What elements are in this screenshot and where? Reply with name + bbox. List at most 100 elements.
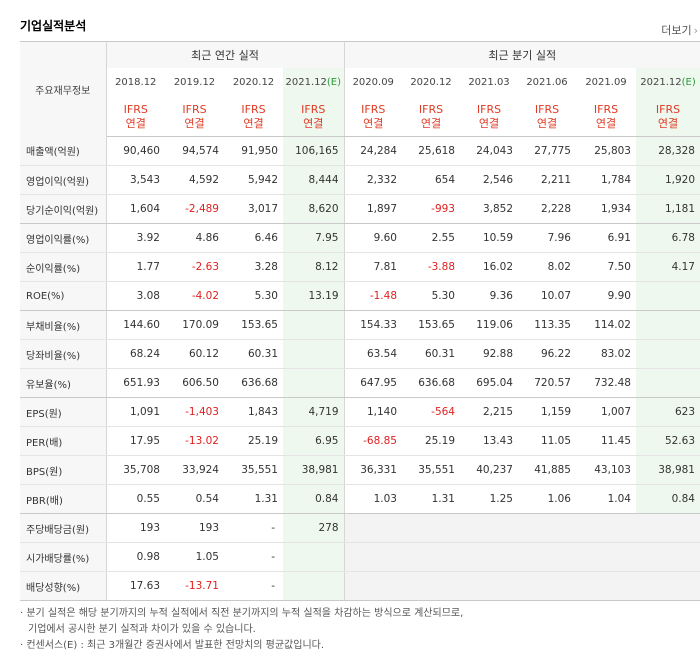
table-cell: 6.46 — [224, 223, 283, 253]
table-cell: 3.92 — [106, 223, 165, 253]
table-cell: 63.54 — [344, 339, 402, 369]
table-cell: 654 — [402, 165, 460, 195]
standard-ifrs: IFRS — [655, 102, 681, 116]
table-cell: 113.35 — [518, 310, 576, 340]
table-cell — [283, 368, 345, 398]
table-cell: 25.19 — [224, 426, 283, 456]
table-cell: 106,165 — [283, 136, 345, 166]
table-cell: 4.17 — [636, 252, 700, 282]
table-cell: 5.30 — [224, 281, 283, 311]
table-cell — [518, 513, 576, 543]
table-cell: 83.02 — [576, 339, 636, 369]
table-cell: 52.63 — [636, 426, 700, 456]
period-header: 2018.12 — [106, 68, 165, 97]
table-cell: -3.88 — [402, 252, 460, 282]
table-cell: -13.71 — [165, 571, 224, 601]
table-cell — [402, 542, 460, 572]
table-cell: 25,618 — [402, 136, 460, 166]
table-cell: 2,215 — [460, 397, 518, 427]
table-cell: 17.63 — [106, 571, 165, 601]
table-cell: -2.63 — [165, 252, 224, 282]
table-cell — [460, 542, 518, 572]
standard-consolidated: 연결 — [303, 116, 324, 130]
table-cell: 1.03 — [344, 484, 402, 514]
table-cell: 2.55 — [402, 223, 460, 253]
table-row: 매출액(억원) 90,460 94,574 91,950 106,165 24,284 25… — [20, 136, 700, 166]
table-cell: 60.12 — [165, 339, 224, 369]
period-label: 2019.12 — [173, 77, 216, 88]
table-cell: - — [224, 571, 283, 601]
table-row: 유보율(%) 651.93 606.50 636.68 647.95 636.68 695.… — [20, 368, 700, 398]
table-cell: 5.30 — [402, 281, 460, 311]
table-cell: 114.02 — [576, 310, 636, 340]
table-row: 당기순이익(억원) 1,604 -2,489 3,017 8,620 1,897 -993 3… — [20, 194, 700, 224]
table-cell: 10.07 — [518, 281, 576, 311]
row-label: 시가배당률(%) — [20, 542, 107, 572]
table-cell: 11.05 — [518, 426, 576, 456]
table-cell: 144.60 — [106, 310, 165, 340]
table-cell — [460, 513, 518, 543]
table-cell: 90,460 — [106, 136, 165, 166]
table-cell: 13.19 — [283, 281, 345, 311]
standard-consolidated: 연결 — [125, 116, 146, 130]
table-cell: 1.25 — [460, 484, 518, 514]
row-label: 부채비율(%) — [20, 310, 107, 340]
table-cell: 41,885 — [518, 455, 576, 485]
table-row: 순이익률(%) 1.77 -2.63 3.28 8.12 7.81 -3.88 16.02 8.… — [20, 252, 700, 282]
table-cell: 2,211 — [518, 165, 576, 195]
table-cell: 1.31 — [224, 484, 283, 514]
period-header: 2019.12 — [165, 68, 224, 97]
table-cell: 1,140 — [344, 397, 402, 427]
accounting-standard: IFRS 연결 — [402, 97, 460, 137]
table-cell — [636, 368, 700, 398]
table-cell: 35,551 — [224, 455, 283, 485]
table-cell: 1,091 — [106, 397, 165, 427]
table-cell: 2,332 — [344, 165, 402, 195]
row-label: BPS(원) — [20, 455, 107, 485]
table-row: 영업이익(억원) 3,543 4,592 5,942 8,444 2,332 654 2,54… — [20, 165, 700, 195]
table-cell: 1,784 — [576, 165, 636, 195]
table-cell: 119.06 — [460, 310, 518, 340]
table-cell — [344, 542, 402, 572]
table-cell: 0.55 — [106, 484, 165, 514]
table-cell: 636.68 — [224, 368, 283, 398]
standard-ifrs: IFRS — [476, 102, 502, 116]
table-cell: 623 — [636, 397, 700, 427]
standard-consolidated: 연결 — [657, 116, 679, 130]
table-cell: 8,444 — [283, 165, 345, 195]
estimate-mark: (E) — [326, 77, 341, 88]
table-cell: 4.86 — [165, 223, 224, 253]
section-title: 기업실적분석 — [20, 19, 87, 33]
table-cell: 40,237 — [460, 455, 518, 485]
table-cell: 153.65 — [402, 310, 460, 340]
table-cell: -564 — [402, 397, 460, 427]
table-cell: 38,981 — [283, 455, 345, 485]
table-cell: 1,897 — [344, 194, 402, 224]
table-row: 주당배당금(원) 193 193-278 — [20, 513, 700, 543]
table-row: PER(배) 17.95 -13.02 25.19 6.95 -68.85 25.19 13.… — [20, 426, 700, 456]
period-header: 2021.03 — [460, 68, 518, 97]
table-cell: 3,543 — [106, 165, 165, 195]
table-row: EPS(원) 1,091 -1,403 1,843 4,719 1,140 -564 2,21… — [20, 397, 700, 427]
table-cell — [344, 571, 402, 601]
accounting-standard: IFRS 연결 — [576, 97, 636, 137]
row-label: 주당배당금(원) — [20, 513, 107, 543]
table-cell: 4,592 — [165, 165, 224, 195]
table-cell: 1.05 — [165, 542, 224, 572]
table-cell: 695.04 — [460, 368, 518, 398]
table-cell: 68.24 — [106, 339, 165, 369]
table-cell: 16.02 — [460, 252, 518, 282]
accounting-standard: IFRS 연결 — [165, 97, 224, 137]
accounting-standard: IFRS 연결 — [460, 97, 518, 137]
table-cell: -1.48 — [344, 281, 402, 311]
period-label: 2021.12 — [285, 77, 327, 88]
more-link[interactable]: 더보기 › — [661, 22, 698, 38]
period-header: 2021.12(E) — [636, 68, 700, 97]
table-cell — [402, 513, 460, 543]
table-cell: 0.84 — [636, 484, 700, 514]
table-cell: 24,043 — [460, 136, 518, 166]
period-label: 2020.12 — [410, 77, 452, 88]
table-cell: -1,403 — [165, 397, 224, 427]
table-cell: 5,942 — [224, 165, 283, 195]
period-header: 2021.09 — [576, 68, 636, 97]
